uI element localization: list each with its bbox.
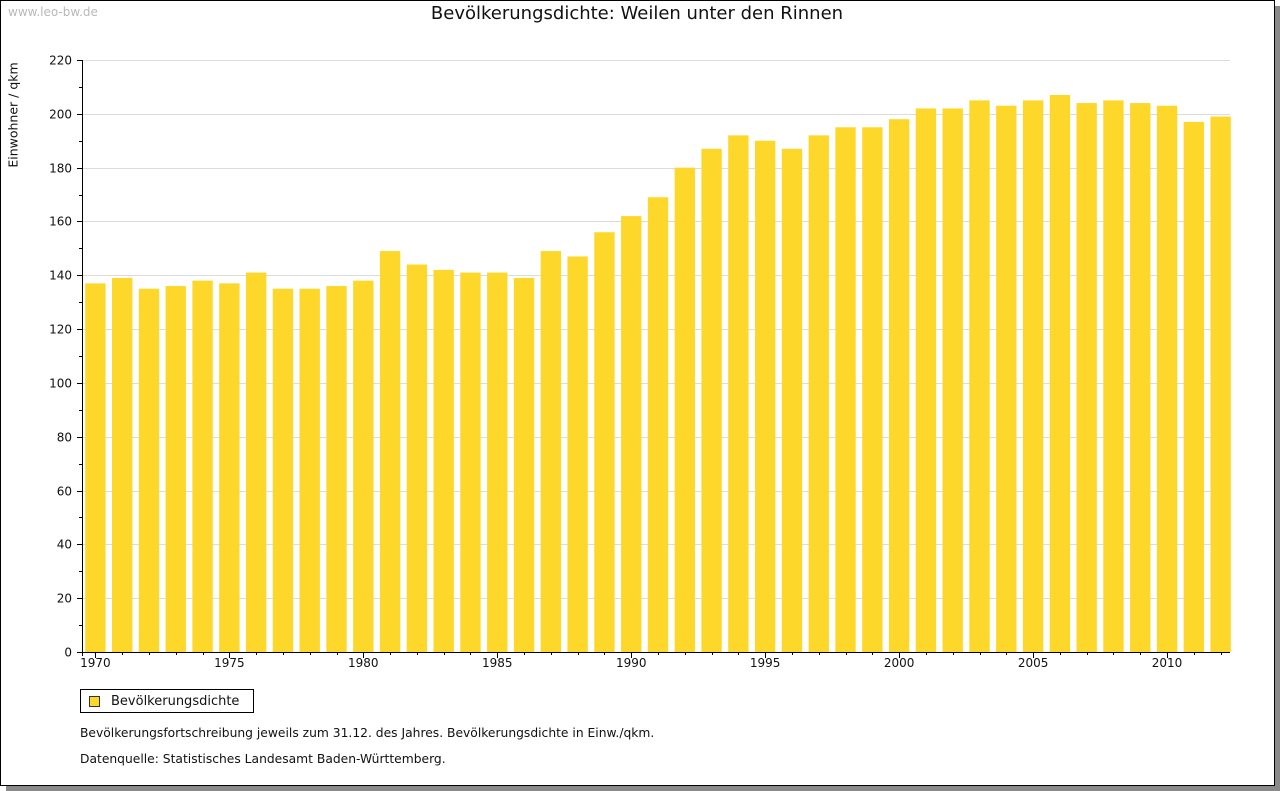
y-tick-label: 0	[64, 646, 72, 660]
bar-1994	[728, 135, 749, 653]
y-tick-label: 60	[57, 485, 72, 499]
bar-2007	[1076, 103, 1097, 653]
bar-1972	[138, 288, 160, 652]
bar-1978	[299, 288, 320, 652]
bar-1983	[433, 269, 454, 652]
bar-1975	[219, 283, 240, 652]
chart-title: Bevölkerungsdichte: Weilen unter den Rin…	[430, 3, 844, 24]
y-tick-label: 80	[57, 431, 72, 445]
source-watermark: www.leo-bw.de	[8, 5, 98, 19]
bar-1998	[835, 127, 856, 652]
x-tick-label: 1990	[616, 656, 647, 670]
bar-1996	[781, 148, 803, 653]
x-tick-label: 1970	[80, 656, 111, 670]
y-tick-label: 40	[57, 538, 72, 552]
bar-1980	[353, 280, 374, 652]
bar-2010	[1156, 105, 1178, 652]
bar-1979	[326, 286, 347, 652]
bar-2008	[1103, 100, 1124, 653]
bar-1989	[594, 232, 615, 652]
y-tick-label: 160	[49, 215, 72, 229]
bar-1971	[112, 277, 133, 652]
x-tick-label: 2000	[884, 656, 915, 670]
bar-1995	[754, 140, 776, 653]
bar-1985	[487, 272, 508, 652]
bar-1988	[567, 256, 588, 652]
x-tick-label: 2010	[1152, 656, 1183, 670]
x-tick-label: 1985	[482, 656, 513, 670]
y-tick-label: 140	[49, 269, 72, 283]
legend-label: Bevölkerungsdichte	[111, 693, 240, 709]
bar-1987	[540, 251, 562, 653]
bar-1982	[406, 264, 428, 652]
bar-2000	[888, 119, 910, 652]
y-tick-label: 180	[49, 162, 72, 176]
bar-2012	[1210, 116, 1231, 652]
y-tick-label: 120	[49, 323, 72, 337]
bar-2001	[915, 108, 937, 652]
y-tick-label: 100	[49, 377, 72, 391]
y-tick-label: 200	[49, 108, 72, 122]
bar-1986	[513, 277, 535, 652]
legend: Bevölkerungsdichte	[80, 689, 254, 713]
footnote-method: Bevölkerungsfortschreibung jeweils zum 3…	[80, 726, 655, 740]
bar-1984	[460, 272, 481, 652]
legend-swatch	[89, 695, 100, 707]
x-tick-label: 1980	[348, 656, 379, 670]
bar-1997	[808, 135, 829, 653]
bar-1990	[621, 216, 642, 652]
bar-2004	[996, 105, 1017, 652]
bar-1976	[245, 272, 267, 652]
footnote-source: Datenquelle: Statistisches Landesamt Bad…	[80, 752, 446, 766]
x-tick-label: 1995	[750, 656, 781, 670]
bar-2009	[1130, 103, 1151, 653]
bar-1991	[647, 197, 669, 653]
bar-1970	[85, 283, 106, 652]
bar-1999	[862, 127, 883, 652]
bar-2002	[942, 108, 963, 652]
bar-2006	[1049, 94, 1071, 653]
bar-2005	[1022, 100, 1044, 653]
x-tick-label: 1975	[214, 656, 245, 670]
bar-1973	[165, 286, 186, 652]
y-tick-label: 20	[57, 592, 72, 606]
bar-1981	[379, 251, 401, 653]
bar-1974	[192, 280, 213, 652]
bar-2011	[1183, 121, 1205, 652]
bar-1992	[674, 167, 695, 652]
y-tick-label: 220	[49, 54, 72, 68]
x-tick-label: 2005	[1018, 656, 1049, 670]
bar-1993	[701, 148, 722, 653]
bar-2003	[969, 100, 990, 653]
bar-1977	[272, 288, 294, 652]
